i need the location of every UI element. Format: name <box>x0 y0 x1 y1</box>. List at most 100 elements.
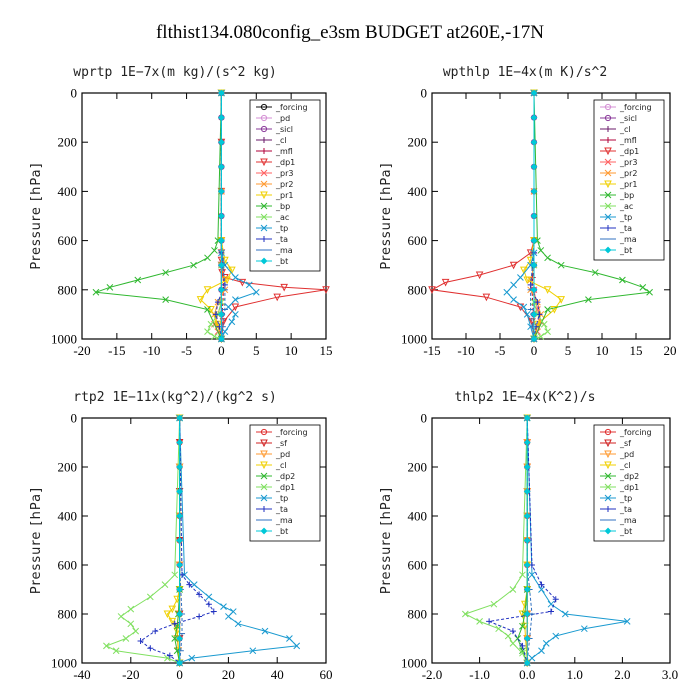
y-tick-label: 0 <box>421 411 428 426</box>
legend-label: _tp <box>619 494 632 503</box>
x-tick-label: 20 <box>664 343 677 358</box>
legend-marker <box>605 126 611 132</box>
data-point <box>218 237 225 245</box>
legend-marker <box>604 158 612 166</box>
legend-marker <box>604 461 612 470</box>
legend-label: _sicl <box>619 114 637 123</box>
data-point <box>212 311 219 318</box>
data-point <box>580 625 588 633</box>
data-point <box>234 620 242 628</box>
legend-marker <box>260 439 268 448</box>
data-point <box>106 283 114 291</box>
legend-marker <box>604 246 612 254</box>
series-group <box>92 89 330 344</box>
data-point <box>523 414 531 422</box>
data-point <box>523 586 531 593</box>
y-tick-label: 800 <box>58 607 78 622</box>
legend-marker <box>604 147 612 156</box>
legend-label: _ta <box>275 235 288 244</box>
data-point <box>218 89 225 97</box>
legend-marker <box>261 148 267 154</box>
y-tick-label: 600 <box>408 558 428 573</box>
data-point <box>203 286 212 294</box>
data-point <box>171 635 179 642</box>
y-axis-label: Pressure [hPa] <box>29 162 44 269</box>
panel-4: thlp2 1E−4x(K^2)/s 0 200 400 600 800 1000-2.0 -… <box>379 390 678 682</box>
data-point <box>537 247 545 254</box>
legend-marker <box>604 191 612 199</box>
data-point <box>538 581 545 588</box>
legend-marker <box>260 472 268 480</box>
data-point <box>534 299 541 306</box>
legend-marker <box>260 169 268 177</box>
x-tick-label: 5 <box>253 343 260 358</box>
legend-label: _pr3 <box>275 169 293 178</box>
data-point <box>482 293 491 302</box>
legend-marker <box>260 450 268 459</box>
legend-label: _ma <box>275 516 293 525</box>
legend-marker <box>604 103 612 111</box>
y-tick-label: 600 <box>58 233 78 248</box>
legend-label: _pd <box>275 114 290 123</box>
data-point <box>245 281 253 289</box>
data-point <box>540 320 548 328</box>
y-tick-label: 600 <box>58 558 78 573</box>
data-point <box>646 288 653 296</box>
series-line <box>533 92 651 340</box>
data-point <box>536 311 543 318</box>
data-point <box>146 593 154 601</box>
legend-label: _forcing <box>619 428 652 437</box>
x-tick-label: 0.0 <box>519 667 535 682</box>
legend-label: _bt <box>619 246 632 255</box>
y-tick-label: 200 <box>408 460 428 475</box>
x-tick-label: 1.0 <box>567 667 583 682</box>
data-point <box>486 618 493 625</box>
data-point <box>543 286 552 294</box>
data-point <box>176 635 184 642</box>
legend-marker <box>604 527 612 535</box>
data-point <box>190 261 197 269</box>
data-point <box>190 581 198 588</box>
data-point <box>232 274 239 281</box>
y-tick-label: 200 <box>58 460 78 475</box>
y-tick-label: 600 <box>408 233 428 248</box>
y-tick-label: 400 <box>408 509 428 524</box>
panel-1: wprtp 1E−7x(m kg)/(s^2 kg) 0 200 400 600 800 1… <box>29 65 333 358</box>
y-tick-label: 400 <box>58 184 78 199</box>
plot-frame <box>431 417 671 664</box>
data-point <box>585 296 592 303</box>
data-point <box>205 593 213 601</box>
legend-label: _sf <box>275 439 287 448</box>
data-point <box>231 303 240 312</box>
legend-label: _ac <box>619 202 633 211</box>
data-point <box>171 571 179 579</box>
legend-label: _mfl <box>275 147 293 156</box>
legend-marker <box>261 236 267 242</box>
data-point <box>204 328 211 335</box>
legend-label: _tp <box>619 213 632 222</box>
data-point <box>523 635 531 642</box>
data-point <box>163 610 172 619</box>
legend-marker <box>260 125 268 133</box>
data-point <box>176 512 184 520</box>
legend: _forcing _sicl _cl _mfl _dp1 _pr3 _pr2 _pr1 _bp _… <box>593 99 665 261</box>
data-point <box>530 212 538 220</box>
legend-box <box>249 424 321 542</box>
data-point <box>619 276 626 284</box>
data-point <box>166 652 173 659</box>
data-point <box>520 303 528 311</box>
data-point <box>92 288 100 296</box>
plot-frame <box>81 417 327 664</box>
data-point <box>196 296 205 304</box>
x-tick-label: 10 <box>285 343 298 358</box>
legend-label: _forcing <box>275 103 308 112</box>
legend-marker <box>604 450 612 459</box>
legend-marker <box>605 137 611 143</box>
x-tick-label: -20 <box>122 667 139 682</box>
data-point <box>591 269 599 276</box>
y-tick-label: 400 <box>408 184 428 199</box>
data-point <box>223 276 231 285</box>
legend-label: _dp1 <box>619 147 639 156</box>
legend-marker <box>604 494 612 502</box>
data-point <box>538 586 545 593</box>
